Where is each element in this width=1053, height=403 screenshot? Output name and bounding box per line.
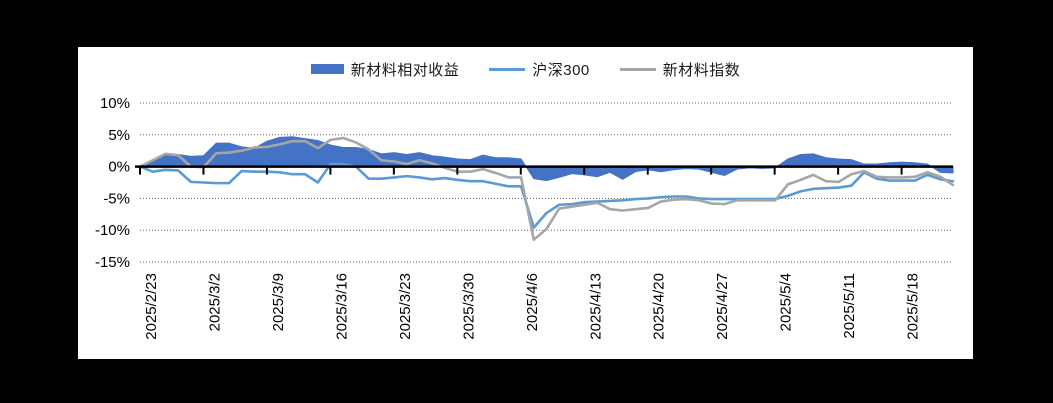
x-axis-label: 2025/4/13 [587, 273, 604, 340]
y-axis-label: -15% [95, 254, 130, 271]
chart-panel: 新材料相对收益 沪深300 新材料指数 10% 5% 0% -5% -10% -15% 20… [78, 47, 973, 359]
x-axis-label: 2025/5/11 [841, 273, 858, 339]
y-axis-label: 0% [108, 159, 130, 176]
x-axis-label: 2025/3/2 [206, 273, 223, 331]
legend-label: 沪深300 [532, 61, 590, 79]
x-axis-label: 2025/4/6 [524, 273, 541, 331]
series-area-relative-return [139, 136, 954, 182]
y-axis-label: -10% [95, 222, 130, 239]
x-axis-label: 2025/3/30 [460, 273, 477, 340]
x-axis-label: 2025/4/27 [714, 273, 731, 340]
legend-item-new-material-index: 新材料指数 [619, 59, 741, 80]
x-axis-label: 2025/3/23 [397, 273, 414, 340]
y-axis-label: 10% [100, 95, 130, 112]
legend-label: 新材料相对收益 [350, 61, 460, 79]
series-line-new-material-index [138, 136, 955, 242]
x-axis-label: 2025/4/20 [651, 273, 668, 340]
y-axis-label: -5% [103, 190, 130, 207]
x-axis-label: 2025/5/4 [778, 273, 795, 331]
x-axis-label: 2025/3/16 [333, 273, 350, 340]
line-swatch-icon [489, 67, 526, 71]
area-swatch-icon [310, 64, 344, 74]
chart-legend: 新材料相对收益 沪深300 新材料指数 [78, 57, 973, 81]
legend-item-csi300: 沪深300 [489, 59, 590, 80]
x-axis-label: 2025/5/18 [905, 273, 922, 340]
x-axis-label: 2025/3/9 [270, 273, 287, 331]
combo-chart: 10% 5% 0% -5% -10% -15% 2025/2/23 2025/3/2 2025/… [95, 95, 955, 340]
line-swatch-icon [619, 67, 656, 71]
legend-item-relative-return: 新材料相对收益 [310, 59, 460, 80]
series-line-csi300 [138, 162, 955, 229]
y-axis-label: 5% [108, 127, 130, 144]
legend-label: 新材料指数 [662, 61, 741, 79]
x-axis-label: 2025/2/23 [143, 273, 160, 340]
